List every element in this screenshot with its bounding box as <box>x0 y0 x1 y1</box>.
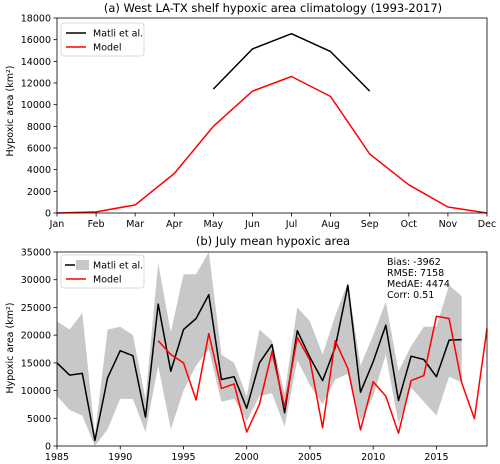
panel-b-legend: Matli et al. Model <box>60 254 145 289</box>
panel-b-frame <box>56 251 488 447</box>
stat-bias: Bias: -3962 <box>387 257 441 268</box>
panel-a-legend-label: Model <box>93 43 122 54</box>
panel-a-x-tick-label: Aug <box>321 219 340 230</box>
panel-a-x-tick-label: Jun <box>244 219 260 230</box>
panel-a-x-tick-label: Nov <box>439 219 458 230</box>
panel-a-climatology-chart: (a) West LA-TX shelf hypoxic area climat… <box>5 1 496 230</box>
panel-b-y-tick-label: 10000 <box>21 386 51 397</box>
panel-b-legend-label: Matli et al. <box>93 261 143 272</box>
panel-b-x-tick-label: 2010 <box>361 452 385 463</box>
panel-b-x-tick-label: 2005 <box>298 452 322 463</box>
panel-b-y-tick-label: 5000 <box>27 414 51 425</box>
panel-b-stats: Bias: -3962 RMSE: 7158 MedAE: 4474 Corr:… <box>387 257 450 301</box>
panel-a-y-tick-label: 2000 <box>27 187 51 198</box>
panel-a-y-tick-label: 16000 <box>21 35 51 46</box>
panel-b-x-tick-label: 1990 <box>108 452 132 463</box>
stat-rmse: RMSE: 7158 <box>387 268 444 279</box>
panel-a-y-axis-label: Hypoxic area (km²) <box>5 65 16 156</box>
panel-b-y-tick-label: 35000 <box>21 248 51 259</box>
panel-b-y-axis-label: Hypoxic area (km²) <box>5 302 16 393</box>
panel-b-y-tick-label: 15000 <box>21 358 51 369</box>
panel-b-title: (b) July mean hypoxic area <box>196 234 350 248</box>
panel-b-x-tick-label: 1985 <box>45 452 69 463</box>
panel-b-y-tick-label: 0 <box>45 442 51 453</box>
panel-a-x-tick-label: May <box>204 219 224 230</box>
stat-medae: MedAE: 4474 <box>387 279 450 290</box>
panel-a-x-tick-label: Jul <box>285 219 297 230</box>
panel-b-range-band <box>57 252 462 446</box>
panel-a-x-tick-label: Apr <box>166 219 183 230</box>
panel-a-series-line-0 <box>212 32 371 92</box>
panel-a-y-tick-label: 18000 <box>21 14 51 25</box>
panel-a-y-tick-label: 0 <box>45 209 51 220</box>
panel-a-x-tick-label: Feb <box>88 219 105 230</box>
stat-corr: Corr: 0.51 <box>387 290 434 301</box>
panel-b-y-tick-label: 20000 <box>21 331 51 342</box>
panel-a-y-tick-label: 6000 <box>27 144 51 155</box>
panel-b-y-tick-label: 25000 <box>21 303 51 314</box>
panel-a-y-tick-label: 4000 <box>27 165 51 176</box>
panel-b-x-tick-label: 2015 <box>424 452 448 463</box>
panel-a-x-tick-label: Mar <box>126 219 144 230</box>
panel-a-x-tick-label: Oct <box>401 219 418 230</box>
panel-a-x-tick-label: Sep <box>361 219 379 230</box>
panel-a-y-tick-label: 8000 <box>27 122 51 133</box>
panel-a-x-tick-label: Dec <box>478 219 496 230</box>
panel-a-series-line-1 <box>56 75 488 214</box>
panel-b-series-line-1 <box>157 315 488 435</box>
panel-b-x-tick-label: 1995 <box>171 452 195 463</box>
panel-a-frame <box>56 17 488 214</box>
panel-a-y-tick-label: 12000 <box>21 79 51 90</box>
panel-b-y-tick-label: 30000 <box>21 275 51 286</box>
panel-b-july-chart: (b) July mean hypoxic area 1985 1990 1995 2… <box>5 234 488 463</box>
panel-b-series-line-0 <box>56 284 462 442</box>
panel-b-x-tick-label: 2000 <box>235 452 259 463</box>
panel-b-legend-swatch-band <box>76 260 89 270</box>
panel-a-y-tick-label: 14000 <box>21 57 51 68</box>
panel-a-legend-label: Matli et al. <box>93 29 143 40</box>
panel-a-y-tick-label: 10000 <box>21 100 51 111</box>
panel-a-x-tick-label: Jan <box>49 219 65 230</box>
panel-b-legend-label: Model <box>93 275 122 286</box>
panel-a-legend: Matli et al. Model <box>60 22 145 57</box>
panel-a-title: (a) West LA-TX shelf hypoxic area climat… <box>104 1 442 15</box>
